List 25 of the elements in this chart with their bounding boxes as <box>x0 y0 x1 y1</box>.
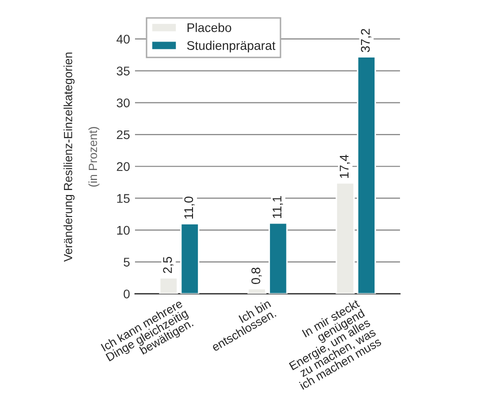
data-label: 11,0 <box>184 196 195 219</box>
y-tick-label: 20 <box>116 162 130 172</box>
y-tick-label: 40 <box>116 34 130 44</box>
data-label: 17,4 <box>340 154 350 178</box>
data-label: 37,2 <box>360 28 372 52</box>
y-tick-label: 5 <box>124 258 130 267</box>
y-tick-label: 15 <box>117 194 130 203</box>
bar <box>268 222 288 294</box>
legend-label: Placebo <box>188 22 232 32</box>
data-label: 11,1 <box>272 196 283 218</box>
bar <box>336 182 355 294</box>
legend-label: Studienpräparat <box>187 40 276 52</box>
y-tick-label: 30 <box>116 98 130 108</box>
data-label: 0,8 <box>251 268 262 284</box>
y-tick-label: 10 <box>117 226 130 235</box>
bar <box>356 56 376 294</box>
bar <box>180 223 200 294</box>
y-tick-label: 35 <box>116 66 130 76</box>
y-tick-label: 25 <box>116 130 130 140</box>
y-axis-title: Veränderung Resilienz-Einzelkategorien <box>64 52 75 262</box>
text: (in Prozent) <box>88 127 100 187</box>
bar <box>247 288 266 294</box>
y-tick-label: 0 <box>124 290 130 298</box>
bar <box>159 277 178 294</box>
data-label: 2,5 <box>163 256 174 274</box>
